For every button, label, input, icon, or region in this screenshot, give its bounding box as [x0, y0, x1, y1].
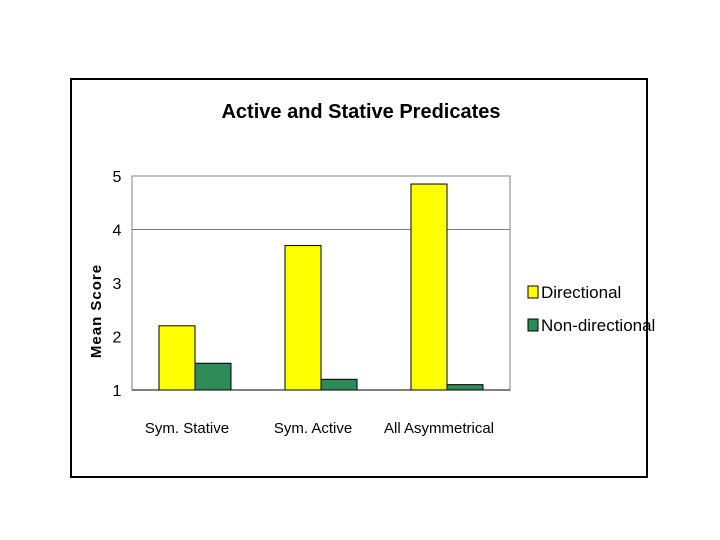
y-tick-label: 5: [113, 169, 122, 186]
y-tick-label: 1: [113, 383, 122, 400]
y-tick-label: 3: [113, 276, 122, 293]
bar-non-directional: [446, 384, 484, 391]
y-tick-label: 4: [113, 223, 122, 240]
bar-directional: [284, 245, 322, 391]
y-tick-label: 2: [113, 330, 122, 347]
plot-area: 1 2 3 4 5 Sym. Stative Sym. Active All Asymmetr…: [113, 169, 511, 437]
legend-swatch: [527, 285, 539, 299]
bar-directional: [158, 325, 196, 391]
y-axis-label: Mean Score: [88, 264, 105, 358]
x-tick-label: Sym. Stative: [145, 420, 229, 437]
bar-non-directional: [194, 362, 232, 391]
x-tick-label: Sym. Active: [274, 420, 352, 437]
legend: Directional Non-directional: [527, 283, 655, 335]
chart-title: Active and Stative Predicates: [221, 101, 500, 123]
bar-directional: [410, 183, 448, 391]
legend-swatch: [527, 318, 539, 332]
legend-label: Non-directional: [541, 316, 655, 335]
bar-non-directional: [320, 378, 358, 391]
x-tick-label: All Asymmetrical: [384, 420, 494, 437]
legend-label: Directional: [541, 283, 621, 302]
